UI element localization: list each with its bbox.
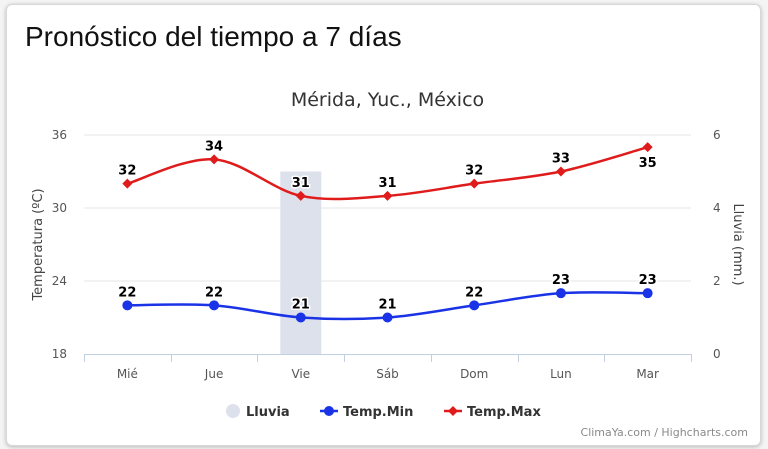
legend-symbol-circle: [324, 406, 334, 416]
temp-min-data-label: 22: [205, 285, 223, 300]
legend-label: Temp.Min: [343, 405, 413, 420]
y-left-tick-label: 30: [52, 201, 67, 215]
y-left-tick-label: 24: [52, 274, 67, 288]
x-tick-label: Lun: [550, 367, 572, 381]
temp-max-data-label: 35: [639, 156, 657, 171]
y-left-axis-title: Temperatura (ºC): [31, 188, 46, 301]
legend-label: Temp.Max: [467, 405, 541, 420]
temp-min-data-label: 23: [639, 273, 657, 288]
temp-min-point: [382, 312, 393, 323]
x-tick-label: Mar: [636, 367, 659, 381]
temp-max-point: [209, 154, 220, 165]
forecast-card: Pronóstico del tiempo a 7 días 18 24 30 36 0…: [6, 4, 761, 446]
temp-min-data-label: 23: [552, 273, 570, 288]
y-right-axis-title: Lluvia (mm.): [730, 203, 745, 285]
y-left-tick-label: 36: [52, 128, 67, 142]
temp-max-point: [642, 142, 653, 153]
temp-max-data-label: 31: [378, 176, 396, 191]
chart-credits[interactable]: ClimaYa.com / Highcharts.com: [580, 426, 748, 439]
legend-symbol-diamond: [448, 406, 458, 416]
grid-lines: [84, 134, 691, 282]
rain-bar: [280, 171, 322, 354]
legend-item-temp-min[interactable]: Temp.Min: [320, 405, 413, 420]
chart-title: Mérida, Yuc., México: [291, 89, 484, 111]
temp-max-point: [122, 178, 133, 189]
temp-min-point: [555, 288, 566, 299]
temp-max-data-label: 32: [118, 164, 136, 179]
temp-max-data-label: 33: [552, 152, 570, 167]
temp-max-data-label: 32: [465, 164, 483, 179]
temp-min-data-label: 22: [118, 285, 136, 300]
temp-min-point: [295, 312, 306, 323]
data-labels: 22 22 21 21 22 23 23 32 34 31 31 32 33 35: [117, 138, 658, 314]
temp-min-point: [642, 288, 653, 299]
y-right-tick-label: 6: [713, 128, 721, 142]
temp-min-point: [122, 300, 133, 311]
x-tick-label: Jue: [204, 367, 224, 381]
x-tick-label: Sáb: [376, 367, 399, 381]
y-left-tick-label: 18: [52, 347, 67, 361]
temp-max-point: [469, 178, 480, 189]
x-tick-label: Dom: [460, 367, 488, 381]
rain-columns: [280, 171, 322, 354]
temp-min-data-label: 22: [465, 285, 483, 300]
temp-max-data-label: 34: [205, 139, 223, 154]
widget-title: Pronóstico del tiempo a 7 días: [25, 21, 402, 52]
temp-max-data-label: 31: [292, 176, 310, 191]
x-tick-label: Vie: [291, 367, 310, 381]
x-tick-label: Mié: [117, 367, 138, 381]
y-right-tick-label: 0: [713, 347, 721, 361]
temp-min-point: [209, 300, 220, 311]
temp-min-data-label: 21: [292, 298, 310, 313]
temp-max-point: [295, 190, 306, 201]
legend-item-lluvia[interactable]: Lluvia: [226, 404, 290, 420]
temp-max-point: [382, 190, 393, 201]
temp-max-point: [555, 166, 566, 177]
legend-label: Lluvia: [246, 405, 290, 420]
series-markers: [122, 142, 653, 323]
y-right-tick-label: 4: [713, 201, 721, 215]
temp-min-data-label: 21: [378, 298, 396, 313]
temp-min-point: [469, 300, 480, 311]
legend-symbol-lluvia: [226, 404, 240, 418]
legend-item-temp-max[interactable]: Temp.Max: [444, 405, 541, 420]
y-right-tick-label: 2: [713, 274, 721, 288]
legend: Lluvia Temp.Min Temp.Max: [226, 404, 541, 420]
